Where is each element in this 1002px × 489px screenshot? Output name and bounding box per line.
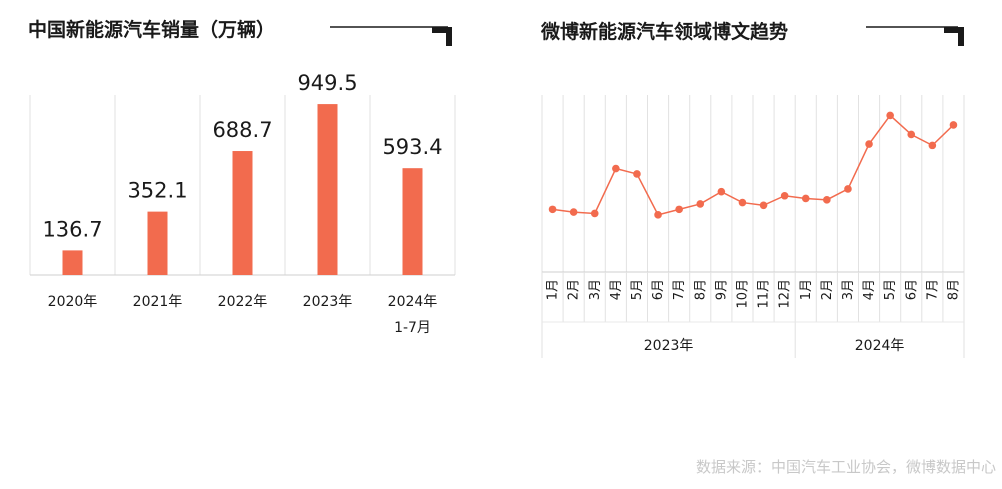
trend-point (654, 211, 662, 219)
month-tick-label: 6月 (904, 279, 919, 300)
bar (402, 168, 423, 275)
bar-category-label: 2023年 (303, 294, 353, 310)
month-tick-label: 7月 (925, 279, 940, 300)
bar-value-label: 136.7 (42, 217, 102, 241)
month-tick-label: 7月 (672, 279, 687, 300)
bar (147, 211, 168, 275)
month-tick-label: 12月 (778, 279, 793, 309)
trend-point (696, 200, 705, 208)
trend-point (886, 111, 894, 120)
month-tick-label: 9月 (714, 279, 729, 300)
trend-point (865, 140, 873, 148)
trend-point (780, 191, 789, 200)
trend-point (759, 201, 768, 210)
month-tick-label: 4月 (862, 279, 877, 300)
month-tick-label: 4月 (609, 279, 624, 300)
bar (232, 151, 253, 275)
trend-point (590, 209, 599, 218)
year-group-label: 2023年 (644, 338, 694, 354)
month-tick-label: 3月 (841, 279, 856, 300)
bar-value-label: 593.4 (382, 135, 442, 159)
trend-point (928, 141, 937, 150)
trend-point (949, 121, 958, 129)
bar-title-corner-icon (432, 27, 452, 46)
line-chart-title: 微博新能源汽车领域博文趋势 (540, 20, 788, 43)
year-group-label: 2024年 (855, 338, 905, 354)
trend-point (612, 164, 620, 173)
bar-category-label: 2022年 (218, 294, 268, 310)
bar-value-label: 949.5 (297, 71, 357, 95)
bar-category-label: 2020年 (48, 294, 98, 310)
trend-point (633, 170, 641, 178)
bar-chart: 136.7 2020年 352.1 2021年 688.7 2022年 949.5 2023年… (29, 71, 456, 336)
month-tick-label: 5月 (630, 279, 645, 300)
trend-point (844, 185, 852, 193)
month-tick-label: 11月 (757, 279, 772, 309)
month-tick-label: 8月 (946, 279, 961, 300)
month-tick-label: 6月 (651, 279, 666, 300)
month-tick-label: 1月 (546, 279, 561, 300)
month-tick-label: 2月 (820, 279, 835, 300)
trend-point (801, 194, 810, 203)
month-tick-label: 3月 (588, 279, 603, 300)
bar-category-label: 1-7月 (394, 320, 431, 336)
line-chart: 1月 2月 3月 4月 5月 6月 7月 8月 9月 10月 11月 12月 1月 2月 3月 4月 5月 6月 7… (541, 95, 965, 358)
month-tick-label: 10月 (735, 279, 750, 309)
month-tick-label: 8月 (693, 279, 708, 300)
trend-point (569, 208, 578, 216)
bar-category-label: 2021年 (133, 294, 183, 310)
trend-point (717, 187, 726, 196)
bar (62, 250, 83, 275)
bar-chart-title: 中国新能源汽车销量（万辆） (28, 18, 275, 41)
trend-point (675, 205, 683, 214)
trend-point (823, 196, 831, 204)
month-tick-label: 2月 (567, 279, 582, 300)
month-tick-label: 5月 (883, 279, 898, 300)
bar-value-label: 688.7 (212, 118, 272, 142)
bar (317, 104, 338, 275)
trend-point (907, 130, 916, 139)
bar-value-label: 352.1 (127, 179, 187, 203)
month-tick-label: 1月 (799, 279, 814, 300)
trend-point (548, 205, 557, 214)
source-note: 数据来源：中国汽车工业协会，微博数据中心 (695, 458, 996, 476)
bar-category-label: 2024年 (388, 294, 438, 310)
trend-point (738, 198, 747, 207)
line-title-corner-icon (944, 27, 964, 46)
